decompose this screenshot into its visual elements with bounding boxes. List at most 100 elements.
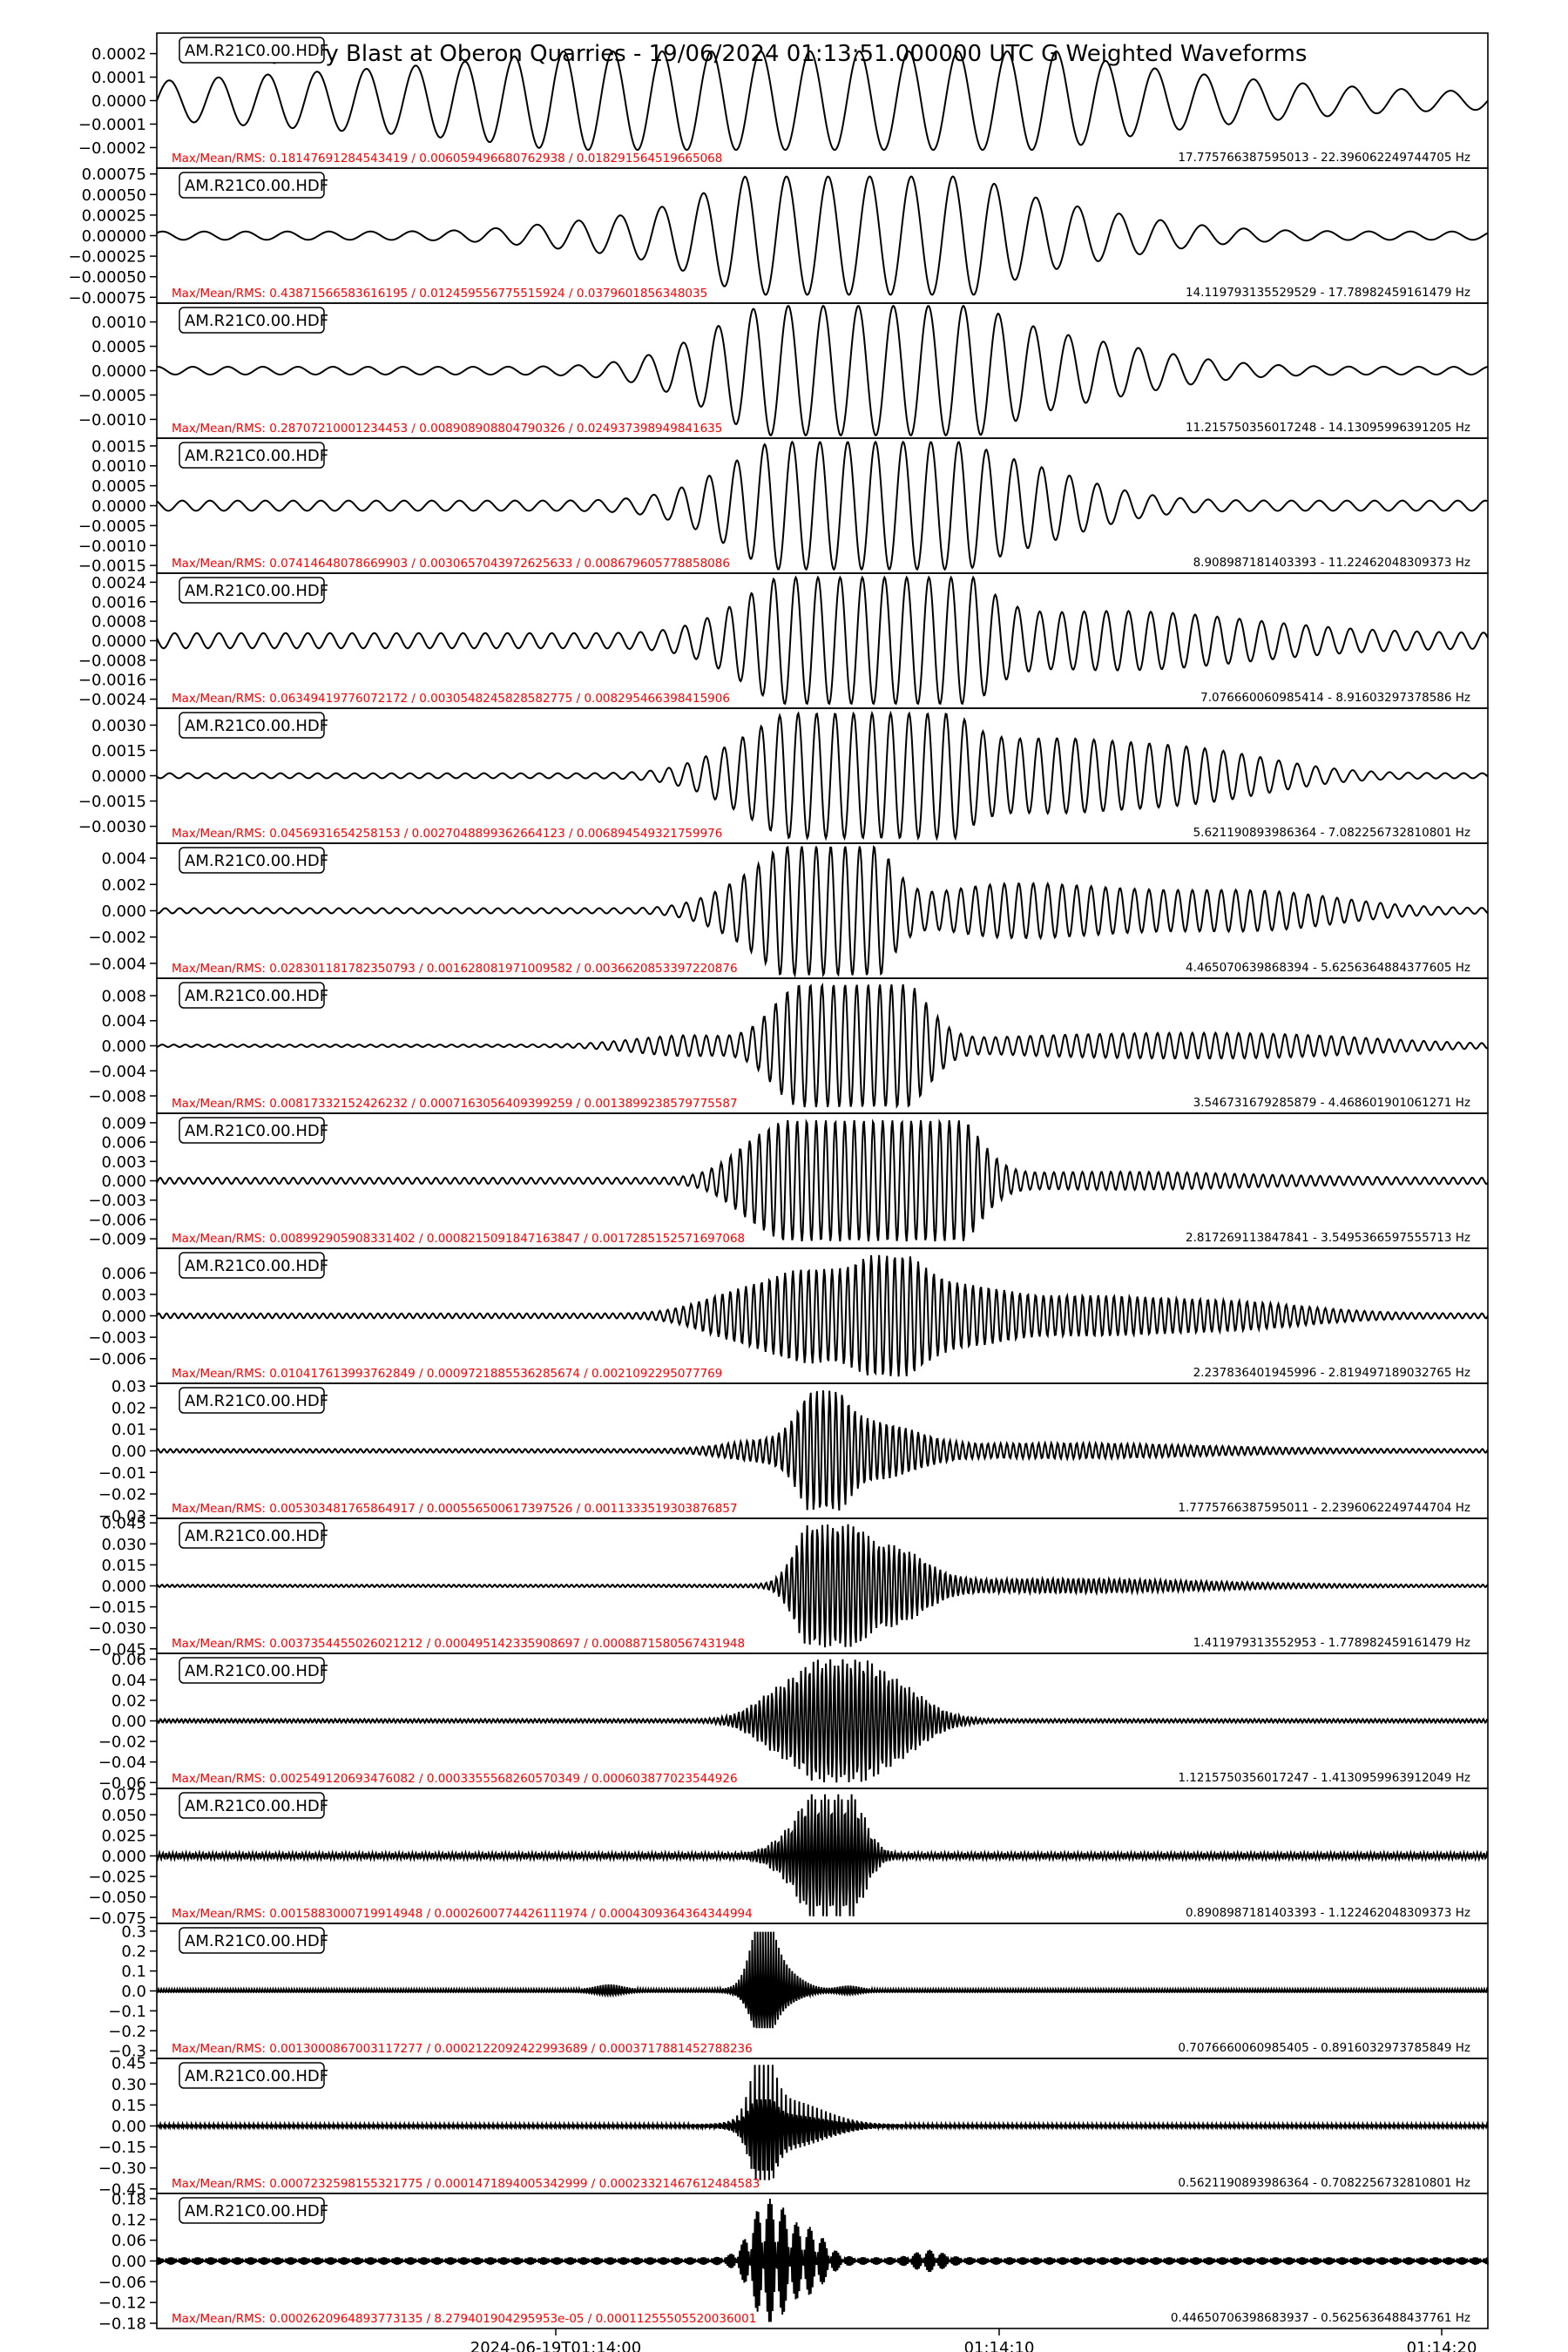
y-tick-label: −0.0010 bbox=[78, 411, 146, 429]
y-tick-label: 0.000 bbox=[101, 1308, 146, 1326]
y-tick-label: 0.000 bbox=[101, 902, 146, 921]
y-tick-label: −0.0024 bbox=[78, 691, 146, 709]
band-annotation: 1.1215750356017247 - 1.4130959963912049 … bbox=[1178, 1771, 1470, 1785]
band-annotation: 0.8908987181403393 - 1.122462048309373 H… bbox=[1186, 1906, 1470, 1920]
y-tick-label: 0.06 bbox=[112, 2232, 146, 2250]
y-tick-label: 0.00 bbox=[112, 1713, 146, 1731]
y-tick-label: 0.01 bbox=[112, 1421, 146, 1439]
y-tick-label: 0.006 bbox=[101, 1134, 146, 1152]
y-tick-label: 0.3 bbox=[121, 1923, 146, 1941]
y-tick-label: 0.00 bbox=[112, 2253, 146, 2271]
station-label-box bbox=[179, 982, 325, 1009]
y-tick-label: 0.02 bbox=[112, 1399, 146, 1417]
stats-annotation: Max/Mean/RMS: 0.28707210001234453 / 0.00… bbox=[172, 422, 722, 436]
y-tick-label: −0.01 bbox=[98, 1464, 146, 1483]
y-tick-label: −0.003 bbox=[88, 1329, 146, 1348]
band-annotation: 14.119793135529529 - 17.78982459161479 H… bbox=[1186, 286, 1470, 300]
y-tick-label: −0.045 bbox=[88, 1640, 146, 1659]
band-annotation: 4.465070639868394 - 5.6256364884377605 H… bbox=[1186, 961, 1470, 975]
station-label-box bbox=[179, 1387, 325, 1414]
band-annotation: 3.546731679285879 - 4.468601901061271 Hz bbox=[1193, 1096, 1470, 1110]
station-label-box bbox=[179, 1657, 325, 1684]
y-tick-label: 0.075 bbox=[101, 1786, 146, 1804]
y-tick-label: −0.075 bbox=[88, 1909, 146, 1928]
stats-annotation: Max/Mean/RMS: 0.0456931654258153 / 0.002… bbox=[172, 827, 722, 841]
station-label-text: AM.R21C0.00.HDF bbox=[185, 582, 328, 600]
station-label-text: AM.R21C0.00.HDF bbox=[185, 1932, 328, 1950]
waveform-trace bbox=[156, 982, 1489, 1109]
station-label: AM.R21C0.00.HDF bbox=[179, 982, 328, 1009]
y-tick-label: 0.0005 bbox=[91, 338, 146, 356]
y-tick-label: −0.0015 bbox=[78, 793, 146, 811]
station-label: AM.R21C0.00.HDF bbox=[179, 2197, 328, 2224]
station-label-text: AM.R21C0.00.HDF bbox=[185, 1257, 328, 1275]
y-tick-label: −0.0010 bbox=[78, 537, 146, 556]
y-tick-label: −0.009 bbox=[88, 1231, 146, 1249]
y-tick-label: 0.30 bbox=[112, 2076, 146, 2094]
y-tick-label: 0.003 bbox=[101, 1286, 146, 1304]
band-annotation: 0.5621190893986364 - 0.7082256732810801 … bbox=[1178, 2176, 1470, 2190]
y-tick-label: 0.000 bbox=[101, 1037, 146, 1056]
station-label-box bbox=[179, 37, 325, 64]
x-tick-label: 2024-06-19T01:14:00 bbox=[470, 2339, 641, 2352]
waveform-trace bbox=[156, 2198, 1489, 2322]
y-tick-label: −0.06 bbox=[98, 2274, 146, 2292]
stats-annotation: Max/Mean/RMS: 0.0013000867003117277 / 0.… bbox=[172, 2042, 753, 2056]
station-label: AM.R21C0.00.HDF bbox=[179, 1657, 328, 1684]
y-tick-label: −0.2 bbox=[108, 2023, 146, 2041]
station-label: AM.R21C0.00.HDF bbox=[179, 1387, 328, 1414]
stats-annotation: Max/Mean/RMS: 0.0002620964893773135 / 8.… bbox=[172, 2312, 756, 2326]
station-label-text: AM.R21C0.00.HDF bbox=[185, 1122, 328, 1140]
y-tick-label: 0.00075 bbox=[82, 166, 146, 184]
x-axis: 2024-06-19T01:14:00 01:14:10 01:14:20 bbox=[470, 2328, 1477, 2352]
y-tick-label: 0.000 bbox=[101, 1848, 146, 1866]
y-tick-label: −0.0030 bbox=[78, 818, 146, 836]
station-label-box bbox=[179, 442, 325, 469]
waveform-trace bbox=[156, 845, 1489, 978]
waveform-trace bbox=[156, 1659, 1489, 1783]
y-tick-label: −0.0005 bbox=[78, 387, 146, 405]
stats-annotation: Max/Mean/RMS: 0.18147691284543419 / 0.00… bbox=[172, 152, 722, 166]
waveform-trace bbox=[156, 575, 1489, 706]
band-annotation: 7.076660060985414 - 8.91603297378586 Hz bbox=[1200, 691, 1470, 705]
station-label-text: AM.R21C0.00.HDF bbox=[185, 1527, 328, 1545]
waveform-trace bbox=[156, 50, 1489, 152]
waveform-panel: 0.0002 0.0001 0.0000 −0.0001 −0.0002 AM.R21C0… bbox=[78, 32, 1489, 169]
station-label: AM.R21C0.00.HDF bbox=[179, 442, 328, 469]
band-annotation: 0.7076660060985405 - 0.8916032973785849 … bbox=[1178, 2041, 1470, 2055]
waveform-panel: 0.008 0.004 0.000 −0.004 −0.008 AM.R21C0.00.H… bbox=[88, 977, 1489, 1114]
station-label-box bbox=[179, 1927, 325, 1954]
y-tick-label: 0.0016 bbox=[91, 593, 146, 612]
waveform-panel: 0.075 0.050 0.025 0.000 −0.025 −0.050 −0.075 AM… bbox=[88, 1786, 1489, 1928]
y-tick-label: 0.045 bbox=[101, 1515, 146, 1533]
y-tick-label: −0.0005 bbox=[78, 517, 146, 536]
station-label: AM.R21C0.00.HDF bbox=[179, 1117, 328, 1144]
y-tick-label: −0.15 bbox=[98, 2139, 146, 2157]
y-tick-label: −0.18 bbox=[98, 2315, 146, 2334]
station-label: AM.R21C0.00.HDF bbox=[179, 307, 328, 334]
y-tick-label: −0.015 bbox=[88, 1598, 146, 1617]
y-tick-label: 0.0008 bbox=[91, 613, 146, 632]
y-tick-label: 0.0 bbox=[121, 1983, 146, 2001]
y-tick-label: 0.0000 bbox=[91, 632, 146, 651]
y-tick-label: −0.008 bbox=[88, 1088, 146, 1106]
y-tick-label: 0.004 bbox=[101, 850, 146, 868]
y-tick-label: 0.04 bbox=[112, 1672, 146, 1690]
waveform-trace bbox=[156, 175, 1489, 296]
stats-annotation: Max/Mean/RMS: 0.005303481765864917 / 0.0… bbox=[172, 1502, 738, 1516]
y-tick-label: −0.1 bbox=[108, 2003, 146, 2021]
y-tick-label: 0.000 bbox=[101, 1173, 146, 1191]
y-tick-label: 0.0005 bbox=[91, 477, 146, 496]
y-tick-label: −0.0008 bbox=[78, 652, 146, 670]
y-tick-label: −0.02 bbox=[98, 1486, 146, 1504]
y-tick-label: 0.006 bbox=[101, 1265, 146, 1283]
station-label-text: AM.R21C0.00.HDF bbox=[185, 1797, 328, 1815]
y-tick-label: 0.009 bbox=[101, 1114, 146, 1132]
station-label-text: AM.R21C0.00.HDF bbox=[185, 2067, 328, 2085]
waveform-trace bbox=[156, 304, 1489, 437]
y-tick-label: −0.45 bbox=[98, 2180, 146, 2199]
waveform-trace bbox=[156, 1390, 1489, 1511]
band-annotation: 1.7775766387595011 - 2.2396062249744704 … bbox=[1178, 1501, 1470, 1515]
station-label-text: AM.R21C0.00.HDF bbox=[185, 312, 328, 330]
